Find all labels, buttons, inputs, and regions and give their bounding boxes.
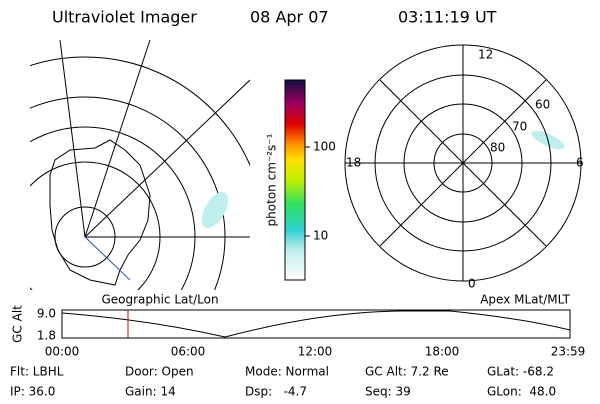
mlt-label: 0 [468,277,476,291]
geographic-map [30,40,250,290]
time: 03:11:19 UT [398,8,497,27]
colorbar [284,79,306,281]
altitude-curve [61,310,571,338]
mlat-label: 70 [512,120,527,134]
mlat-label: 80 [490,141,505,155]
info-field: Mode: Normal [245,365,329,379]
info-field: Seq: 39 [365,385,411,399]
time-tick: 23:59 [551,345,586,359]
colorbar-tick: 10 [313,229,328,243]
time-tick: 12:00 [298,345,333,359]
time-tick: 18:00 [425,345,460,359]
time-tick: 06:00 [171,345,206,359]
time-tick: 00:00 [45,345,80,359]
info-block: Flt: LBHL Door: Open Mode: Normal GC Alt: 7… [10,365,556,399]
altitude-tick: 9.0 [37,307,56,321]
altitude-label: GC Alt [11,305,25,343]
info-field: Dsp: -4.7 [245,385,307,399]
info-field: IP: 36.0 [10,385,55,399]
mlt-label: 12 [478,48,493,62]
mlat-label: 60 [535,98,550,112]
right-map-label: Apex MLat/MLT [480,293,570,307]
info-field: Flt: LBHL [10,365,64,379]
info-field: GLat: -68.2 [487,365,554,379]
info-field: Gain: 14 [125,385,176,399]
time-ticks: 00:00 06:00 12:00 18:00 23:59 [45,345,586,359]
info-field: GLon: 48.0 [487,385,556,399]
altitude-frame [61,309,571,339]
polar-plot [344,44,582,282]
mlt-label: 6 [576,156,584,170]
left-map-label: Geographic Lat/Lon [101,293,218,307]
mlt-label: 18 [346,156,361,170]
title: Ultraviolet Imager [52,8,197,27]
colorbar-tick: 100 [313,140,336,154]
info-field: GC Alt: 7.2 Re [365,365,449,379]
date: 08 Apr 07 [250,8,329,27]
colorbar-label: photon cm⁻²s⁻¹ [265,133,279,226]
info-field: Door: Open [125,365,194,379]
altitude-tick: 1.8 [37,329,56,343]
